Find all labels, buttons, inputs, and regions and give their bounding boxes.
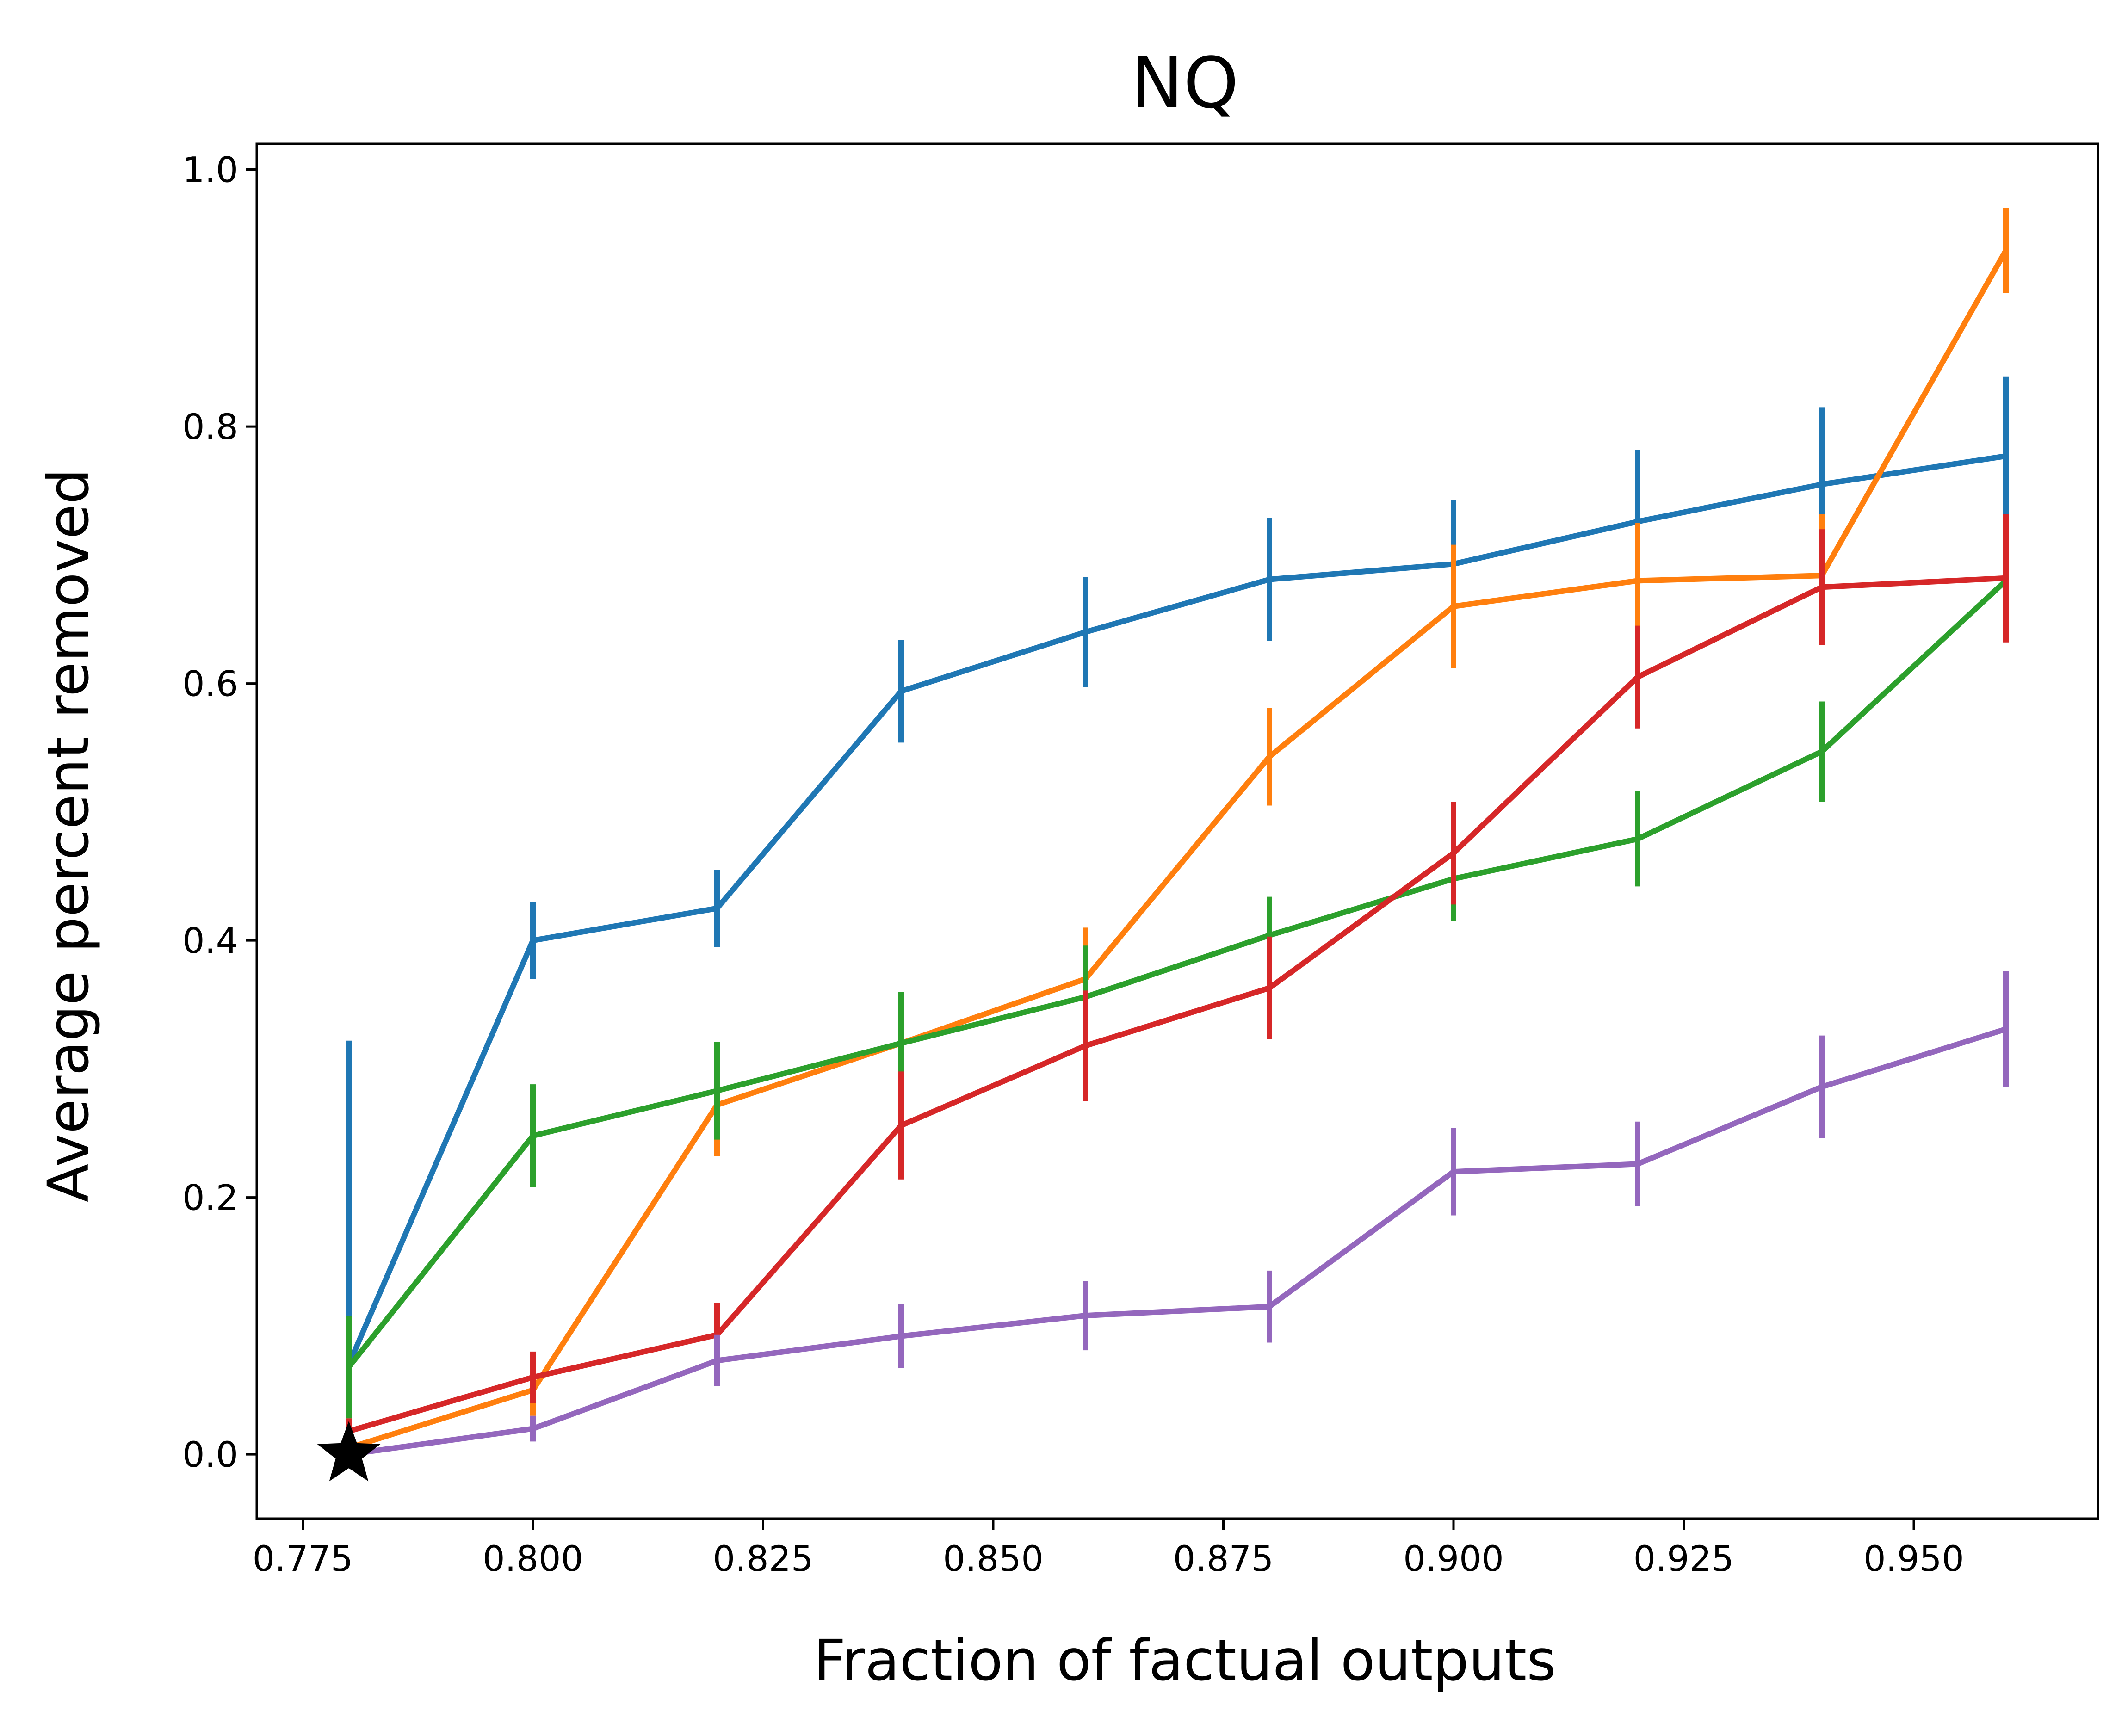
y-tick-label: 0.2 [182,1177,238,1218]
series-line-purple [348,1026,2007,1458]
series-line-red [348,575,2006,1434]
y-axis-label: Average percent removed [36,469,101,1203]
y-tick-label: 0.8 [182,406,238,447]
y-tick-label: 0.6 [182,663,238,704]
y-tick-label: 1.0 [182,149,238,191]
x-tick-label: 0.850 [943,1538,1044,1579]
x-tick-label: 0.800 [483,1538,583,1579]
series-line-green [346,579,2008,1369]
x-tick-label: 0.825 [713,1538,814,1579]
series-line-orange [348,249,2009,1451]
series-group [346,208,2009,1461]
plot-area [317,208,2009,1482]
axes: 0.775 0.800 0.825 0.850 0.875 0.900 0.925 0.950… [182,142,2099,1579]
x-tick-label: 0.775 [253,1538,353,1579]
chart-title: NQ [1131,42,1238,124]
x-tick-label: 0.900 [1403,1538,1504,1579]
star-marker [317,1421,381,1482]
y-tick-label: 0.4 [182,920,238,961]
series-red [346,513,2009,1444]
x-tick-label: 0.950 [1863,1538,1964,1579]
axes-frame [255,142,2099,1520]
y-tick-label: 0.0 [182,1434,238,1475]
x-axis-label: Fraction of factual outputs [813,1628,1556,1693]
x-tick-label: 0.925 [1633,1538,1734,1579]
x-tick-label: 0.875 [1173,1538,1274,1579]
